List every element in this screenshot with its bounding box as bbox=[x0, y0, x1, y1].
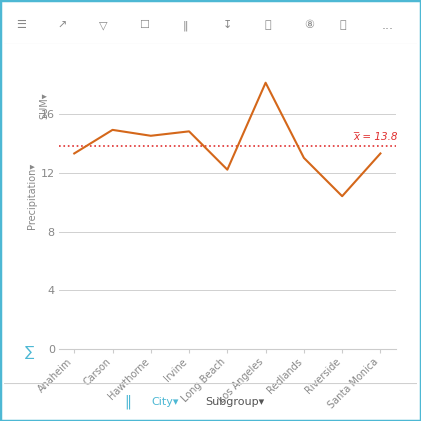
Text: x̅ = 13.8: x̅ = 13.8 bbox=[353, 132, 398, 142]
Text: Subgroup▾: Subgroup▾ bbox=[205, 397, 265, 407]
Text: SUM▾: SUM▾ bbox=[40, 93, 50, 120]
Text: Precipitation▾: Precipitation▾ bbox=[27, 163, 37, 229]
Text: ⑧: ⑧ bbox=[304, 20, 314, 30]
Text: ↧: ↧ bbox=[222, 20, 232, 30]
Text: ☐: ☐ bbox=[139, 20, 149, 30]
Text: ↗: ↗ bbox=[57, 20, 67, 30]
Text: ▽: ▽ bbox=[99, 20, 107, 30]
Text: ‖: ‖ bbox=[125, 394, 131, 409]
Text: ...: ... bbox=[382, 19, 394, 32]
Text: ☰: ☰ bbox=[16, 20, 26, 30]
Text: ⛶: ⛶ bbox=[265, 20, 272, 30]
Text: City▾: City▾ bbox=[152, 397, 179, 407]
Text: ∑: ∑ bbox=[25, 345, 34, 359]
Text: ⓘ: ⓘ bbox=[339, 20, 346, 30]
Text: ‖: ‖ bbox=[183, 20, 189, 30]
